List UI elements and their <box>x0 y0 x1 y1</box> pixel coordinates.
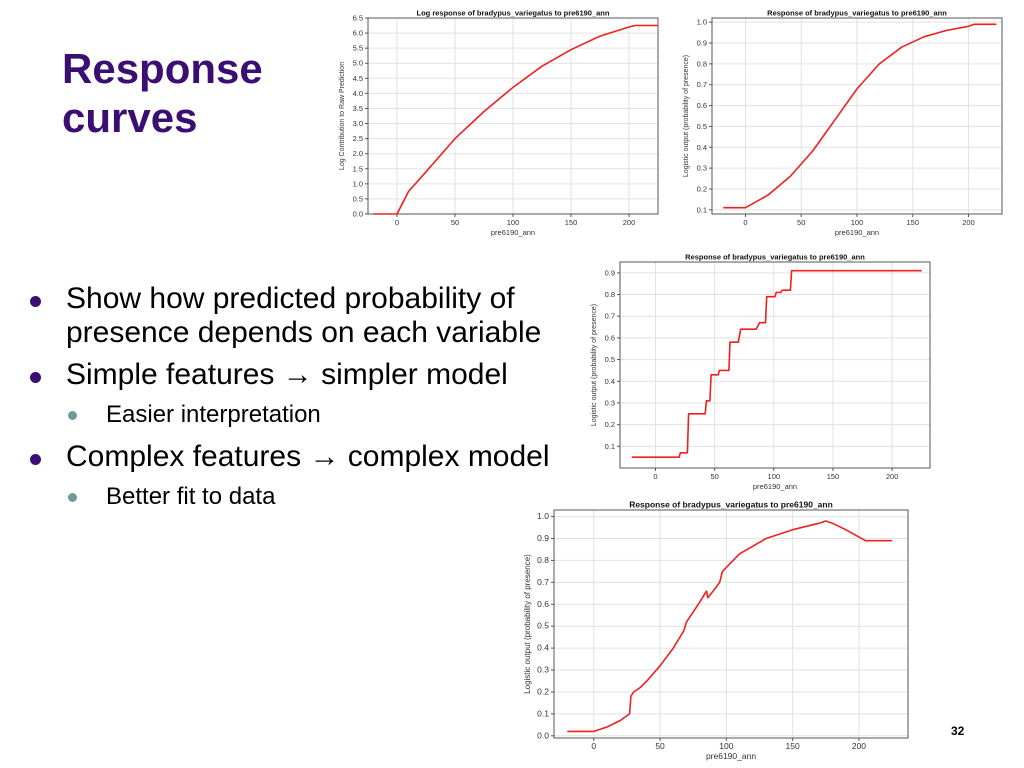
x-tick-label: 150 <box>827 472 840 481</box>
chart-title: Response of bradypus_variegatus to pre61… <box>629 500 833 510</box>
y-tick-label: 0.0 <box>537 730 549 740</box>
y-tick-label: 0.7 <box>605 312 615 321</box>
y-tick-label: 0.1 <box>697 205 707 214</box>
y-tick-label: 2.5 <box>353 134 363 143</box>
y-tick-label: 0.5 <box>605 355 615 364</box>
chart-title: Response of bradypus_variegatus to pre61… <box>685 253 865 262</box>
y-tick-label: 0.2 <box>537 686 549 696</box>
chart-log-response: 0 50 100 150 200 0.0 0.5 1.0 1.5 2.0 2.5 3.0 3.5 4.0 4… <box>336 8 666 242</box>
x-tick-label: 200 <box>886 472 899 481</box>
x-tick-label: 150 <box>907 218 920 227</box>
y-tick-label: 3.0 <box>353 119 363 128</box>
x-tick-label: 0 <box>743 218 747 227</box>
x-axis-label: pre6190_ann <box>491 228 535 237</box>
y-axis-label: Logistic output (probability of presence… <box>591 304 598 426</box>
x-tick-label: 100 <box>768 472 781 481</box>
y-tick-label: 0.1 <box>605 442 615 451</box>
sub-bullet-item: Better fit to data <box>30 482 590 512</box>
y-tick-label: 0.3 <box>537 665 549 675</box>
y-tick-label: 0.2 <box>697 184 707 193</box>
y-tick-label: 4.5 <box>353 74 363 83</box>
response-curve-line <box>373 24 658 215</box>
x-tick-label: 200 <box>623 218 636 227</box>
y-tick-label: 4.0 <box>353 89 363 98</box>
x-tick-label: 100 <box>719 741 733 751</box>
page-number: 32 <box>951 724 965 738</box>
x-axis-label: pre6190_ann <box>706 751 756 761</box>
y-tick-label: 0.4 <box>605 377 615 386</box>
slide-title-line-1: Response <box>62 45 263 92</box>
y-tick-label: 0.6 <box>537 599 549 609</box>
bullet-list: Show how predicted probability of presen… <box>30 282 590 522</box>
x-tick-label: 100 <box>851 218 864 227</box>
y-tick-label: 0.6 <box>697 101 707 110</box>
y-tick-label: 0.9 <box>697 39 707 48</box>
y-tick-label: 1.5 <box>353 164 363 173</box>
y-tick-label: 0.1 <box>537 708 549 718</box>
x-tick-label: 0 <box>591 741 596 751</box>
slide-title-line-2: curves <box>62 94 198 141</box>
response-curve-line <box>567 520 893 733</box>
sub-bullet-item: Easier interpretation <box>30 400 590 430</box>
y-axis-label: Logistic output (probability of presence… <box>683 55 690 177</box>
y-tick-label: 1.0 <box>353 179 363 188</box>
y-tick-label: 0.8 <box>537 555 549 565</box>
plot-frame <box>619 261 931 469</box>
chart-title: Response of bradypus_variegatus to pre61… <box>767 9 947 18</box>
x-tick-label: 50 <box>451 218 459 227</box>
x-tick-label: 100 <box>507 218 520 227</box>
y-tick-label: 0.6 <box>605 333 615 342</box>
x-axis-label: pre6190_ann <box>753 482 797 491</box>
chart-title: Log response of bradypus_variegatus to p… <box>417 9 610 18</box>
bullet-item: Complex features → complex model <box>30 440 590 474</box>
y-tick-label: 0.9 <box>537 533 549 543</box>
y-tick-label: 3.5 <box>353 104 363 113</box>
slide-title: Response curves <box>62 44 263 142</box>
y-tick-label: 5.5 <box>353 44 363 53</box>
y-tick-label: 1.0 <box>537 511 549 521</box>
y-tick-label: 0.3 <box>697 164 707 173</box>
x-tick-label: 50 <box>655 741 665 751</box>
y-tick-label: 0.5 <box>353 194 363 203</box>
y-tick-label: 0.4 <box>697 143 707 152</box>
chart-response-linear-quadratic: 0 50 100 150 200 0.1 0.2 0.3 0.4 0.5 0.6 0.7 0.8 0.9 1… <box>680 8 1010 242</box>
chart-response-threshold: 0 50 100 150 200 0.1 0.2 0.3 0.4 0.5 0.6 0.7 0.8 0.9 R… <box>590 252 940 496</box>
y-tick-label: 0.9 <box>605 268 615 277</box>
x-tick-label: 150 <box>565 218 578 227</box>
y-tick-label: 0.7 <box>697 80 707 89</box>
response-curve-line <box>723 23 997 209</box>
x-tick-label: 200 <box>852 741 866 751</box>
x-tick-label: 150 <box>786 741 800 751</box>
y-tick-label: 0.7 <box>537 577 549 587</box>
y-axis-label: Logistic output (probability of presence… <box>523 554 532 694</box>
bullet-item: Show how predicted probability of presen… <box>30 282 590 350</box>
plot-frame <box>553 509 909 739</box>
x-tick-label: 0 <box>653 472 657 481</box>
y-tick-label: 1.0 <box>697 18 707 27</box>
y-tick-label: 6.5 <box>353 14 363 23</box>
bullet-item: Simple features → simpler model <box>30 358 590 392</box>
y-tick-label: 0.0 <box>353 210 363 219</box>
y-tick-label: 6.0 <box>353 29 363 38</box>
y-tick-label: 0.8 <box>697 59 707 68</box>
chart-response-complex: 0 50 100 150 200 0.0 0.1 0.2 0.3 0.4 0.5 0.6 0.7 0.8 0… <box>520 496 920 768</box>
y-tick-label: 0.2 <box>605 420 615 429</box>
response-curve-line <box>631 269 922 458</box>
y-tick-label: 0.5 <box>537 621 549 631</box>
x-axis-label: pre6190_ann <box>835 228 879 237</box>
y-tick-label: 0.4 <box>537 643 549 653</box>
x-tick-label: 50 <box>797 218 805 227</box>
x-tick-label: 0 <box>395 218 399 227</box>
y-tick-label: 5.0 <box>353 59 363 68</box>
y-tick-label: 2.0 <box>353 149 363 158</box>
y-axis-label: Log Contribution to Raw Prediction <box>339 62 346 170</box>
x-tick-label: 50 <box>710 472 718 481</box>
y-tick-label: 0.5 <box>697 122 707 131</box>
x-tick-label: 200 <box>962 218 975 227</box>
y-tick-label: 0.8 <box>605 290 615 299</box>
y-tick-label: 0.3 <box>605 398 615 407</box>
